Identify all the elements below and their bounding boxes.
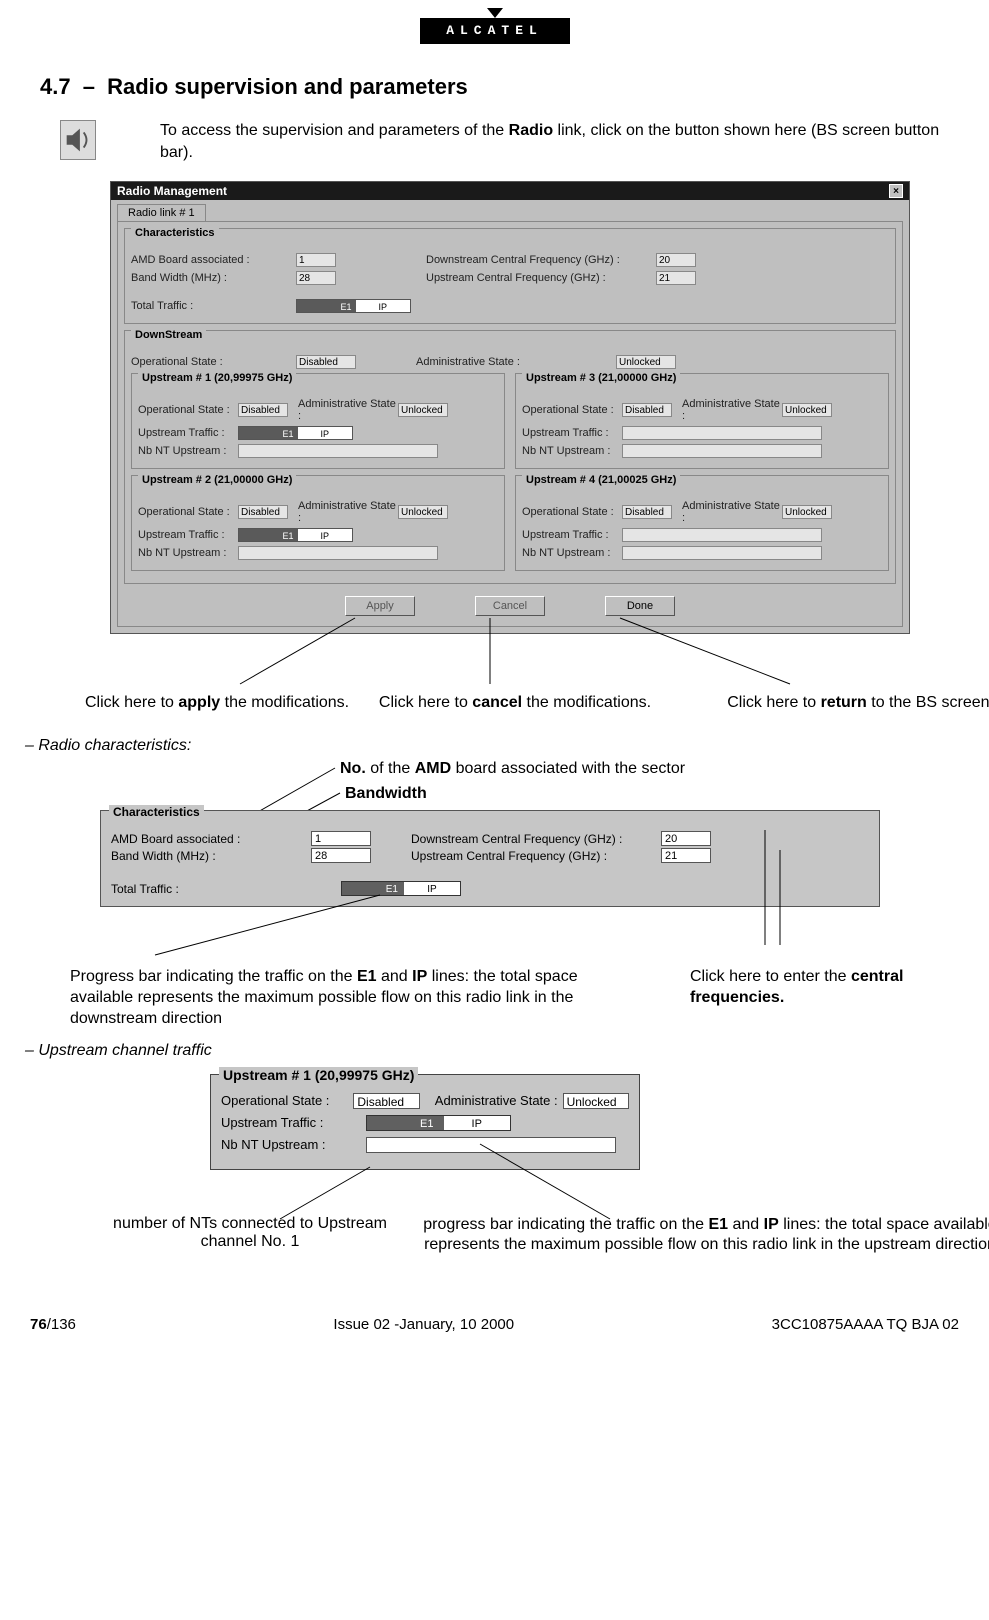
us1-nb-label: Nb NT Upstream : bbox=[138, 445, 238, 457]
cancel-button[interactable]: Cancel bbox=[475, 596, 545, 616]
footer-page: 76/136 bbox=[30, 1316, 76, 1333]
traffic-ip: IP bbox=[356, 300, 411, 312]
downstream-freq-label: Downstream Central Frequency (GHz) : bbox=[426, 254, 656, 266]
upstream-2-group: Upstream # 2 (21,00000 GHz) Operational … bbox=[131, 475, 505, 571]
us2-adm-label: Administrative State : bbox=[298, 500, 398, 524]
us1-op-field: Disabled bbox=[238, 403, 288, 417]
upstream-freq-field[interactable]: 21 bbox=[656, 271, 696, 285]
upstream-1-group: Upstream # 1 (20,99975 GHz) Operational … bbox=[131, 373, 505, 469]
traffic-e1: E1 bbox=[297, 300, 356, 312]
us2-nb-field bbox=[238, 546, 438, 560]
close-icon[interactable]: × bbox=[889, 184, 903, 198]
upstream-4-title: Upstream # 4 (21,00025 GHz) bbox=[522, 474, 680, 486]
us4-nb-label: Nb NT Upstream : bbox=[522, 547, 622, 559]
downstream-title: DownStream bbox=[131, 329, 206, 341]
us3-nb-field bbox=[622, 444, 822, 458]
amd-label: AMD Board associated : bbox=[131, 254, 296, 266]
us4-op-field: Disabled bbox=[622, 505, 672, 519]
us3-nb-label: Nb NT Upstream : bbox=[522, 445, 622, 457]
us2-traffic-bar: E1IP bbox=[238, 528, 353, 542]
us3-traffic-field bbox=[622, 426, 822, 440]
upstream-3-group: Upstream # 3 (21,00000 GHz) Operational … bbox=[515, 373, 889, 469]
us3-adm-label: Administrative State : bbox=[682, 398, 782, 422]
us2-op-field: Disabled bbox=[238, 505, 288, 519]
window-title: Radio Management bbox=[117, 184, 227, 198]
us2-nb-label: Nb NT Upstream : bbox=[138, 547, 238, 559]
us1-nb-field bbox=[238, 444, 438, 458]
upstream-freq-label: Upstream Central Frequency (GHz) : bbox=[426, 272, 656, 284]
section-number: 4.7 bbox=[40, 74, 71, 99]
downstream-freq-field[interactable]: 20 bbox=[656, 253, 696, 267]
us4-op-label: Operational State : bbox=[522, 506, 622, 518]
subheading-upstream: – Upstream channel traffic bbox=[25, 1042, 949, 1060]
upstream-2-title: Upstream # 2 (21,00000 GHz) bbox=[138, 474, 296, 486]
radio-management-window: Radio Management × Radio link # 1 Charac… bbox=[110, 181, 910, 634]
upstream-3-title: Upstream # 3 (21,00000 GHz) bbox=[522, 372, 680, 384]
brand-logo: ALCATEL bbox=[420, 18, 570, 44]
callout-cancel: Click here to cancel the modifications. bbox=[365, 694, 665, 712]
characteristics-title: Characteristics bbox=[131, 227, 219, 239]
section-title-text: Radio supervision and parameters bbox=[107, 74, 468, 99]
tab-radio-link[interactable]: Radio link # 1 bbox=[117, 204, 206, 221]
done-button[interactable]: Done bbox=[605, 596, 675, 616]
upstream-4-group: Upstream # 4 (21,00025 GHz) Operational … bbox=[515, 475, 889, 571]
footer-doc: 3CC10875AAAA TQ BJA 02 bbox=[772, 1316, 959, 1333]
us4-adm-field: Unlocked bbox=[782, 505, 832, 519]
ds-admstate-field: Unlocked bbox=[616, 355, 676, 369]
us3-traffic-label: Upstream Traffic : bbox=[522, 427, 622, 439]
downstream-group: DownStream Operational State : Disabled … bbox=[124, 330, 896, 584]
total-traffic-bar: E1 IP bbox=[296, 299, 411, 313]
window-titlebar: Radio Management × bbox=[111, 182, 909, 200]
us2-traffic-label: Upstream Traffic : bbox=[138, 529, 238, 541]
ds-opstate-field: Disabled bbox=[296, 355, 356, 369]
us1-adm-label: Administrative State : bbox=[298, 398, 398, 422]
section-heading: 4.7 – Radio supervision and parameters bbox=[40, 74, 949, 100]
ds-admstate-label: Administrative State : bbox=[416, 356, 616, 368]
us1-traffic-label: Upstream Traffic : bbox=[138, 427, 238, 439]
us4-traffic-field bbox=[622, 528, 822, 542]
ds-opstate-label: Operational State : bbox=[131, 356, 296, 368]
subheading-characteristics: – Radio characteristics: bbox=[25, 737, 949, 755]
us2-op-label: Operational State : bbox=[138, 506, 238, 518]
characteristics-group: Characteristics AMD Board associated : 1… bbox=[124, 228, 896, 324]
us3-op-field: Disabled bbox=[622, 403, 672, 417]
us4-nb-field bbox=[622, 546, 822, 560]
bandwidth-field[interactable]: 28 bbox=[296, 271, 336, 285]
us1-adm-field: Unlocked bbox=[398, 403, 448, 417]
us2-adm-field: Unlocked bbox=[398, 505, 448, 519]
page-footer: 76/136 Issue 02 -January, 10 2000 3CC108… bbox=[30, 1316, 959, 1333]
footer-issue: Issue 02 -January, 10 2000 bbox=[333, 1316, 514, 1333]
speaker-icon bbox=[60, 120, 96, 160]
us1-traffic-bar: E1IP bbox=[238, 426, 353, 440]
total-traffic-label: Total Traffic : bbox=[131, 300, 296, 312]
upstream-1-title: Upstream # 1 (20,99975 GHz) bbox=[138, 372, 296, 384]
us4-adm-label: Administrative State : bbox=[682, 500, 782, 524]
section-dash: – bbox=[83, 74, 95, 99]
us3-adm-field: Unlocked bbox=[782, 403, 832, 417]
callout-return: Click here to return to the BS screen. bbox=[665, 694, 989, 712]
amd-field[interactable]: 1 bbox=[296, 253, 336, 267]
us3-op-label: Operational State : bbox=[522, 404, 622, 416]
apply-button[interactable]: Apply bbox=[345, 596, 415, 616]
bandwidth-label: Band Width (MHz) : bbox=[131, 272, 296, 284]
us1-op-label: Operational State : bbox=[138, 404, 238, 416]
us4-traffic-label: Upstream Traffic : bbox=[522, 529, 622, 541]
callout-apply: Click here to apply the modifications. bbox=[85, 694, 365, 712]
intro-paragraph: To access the supervision and parameters… bbox=[160, 120, 949, 163]
